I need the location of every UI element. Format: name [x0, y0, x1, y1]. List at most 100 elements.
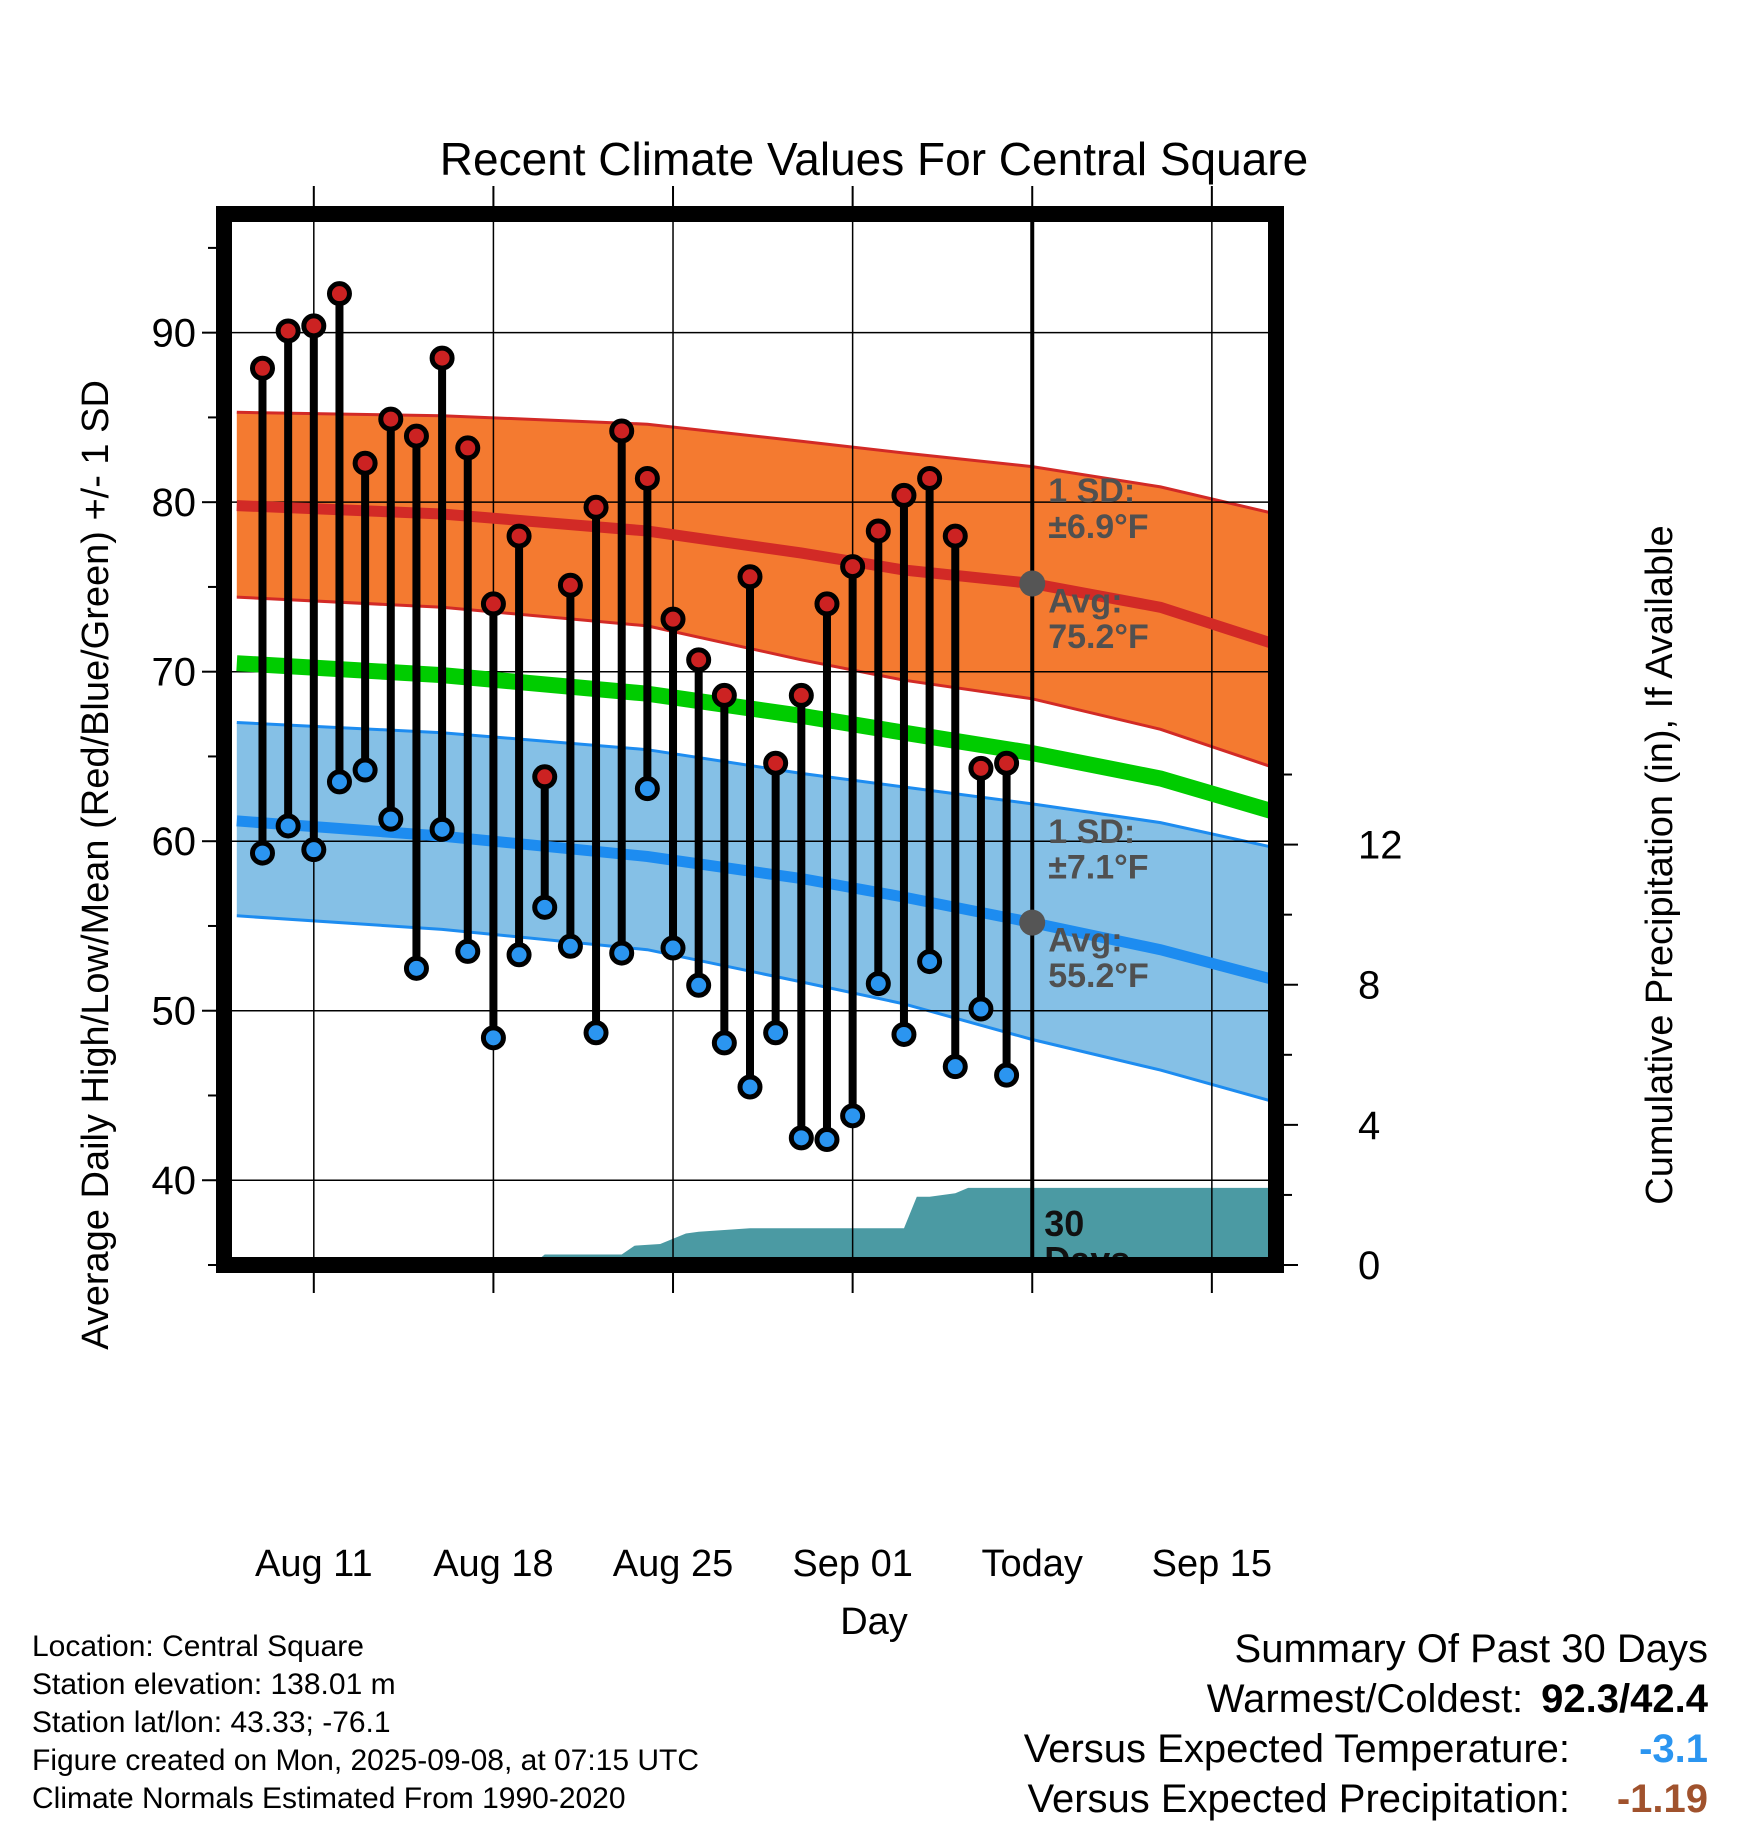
- daily-low-point: [609, 940, 635, 966]
- high-sd-value: ±6.9°F: [1048, 508, 1148, 546]
- low-avg-value: 55.2°F: [1048, 957, 1149, 995]
- y2-tick-label: 12: [1358, 824, 1403, 868]
- daily-high-point: [403, 423, 429, 449]
- daily-high-point: [763, 750, 789, 776]
- daily-low-point: [275, 813, 301, 839]
- x-tick-label: Aug 18: [433, 1543, 553, 1585]
- daily-high-point: [917, 465, 943, 491]
- y2-tick-label: 0: [1358, 1244, 1380, 1288]
- daily-low-point: [917, 949, 943, 975]
- daily-low-point: [737, 1074, 763, 1100]
- daily-high-point: [891, 482, 917, 508]
- latlon-text: Station lat/lon: 43.33; -76.1: [32, 1706, 391, 1739]
- chart-title: Recent Climate Values For Central Square: [440, 133, 1308, 185]
- low-avg-label: Avg:: [1048, 921, 1122, 959]
- daily-high-point: [865, 518, 891, 544]
- daily-high-point: [609, 418, 635, 444]
- precip-label: Versus Expected Precipitation:: [1027, 1777, 1570, 1821]
- location-text: Location: Central Square: [32, 1630, 364, 1663]
- precip-value: -1.19: [1616, 1777, 1708, 1821]
- daily-high-point: [429, 345, 455, 371]
- daily-low-point: [942, 1054, 968, 1080]
- y-axis-label: Average Daily High/Low/Mean (Red/Blue/Gr…: [75, 380, 117, 1350]
- daily-low-point: [788, 1125, 814, 1151]
- temp-label: Versus Expected Temperature:: [1023, 1727, 1570, 1771]
- y-tick-label: 80: [152, 481, 197, 525]
- y-tick-label: 90: [152, 312, 197, 356]
- daily-high-point: [480, 591, 506, 617]
- daily-low-point: [994, 1062, 1020, 1088]
- warm-cold-label: Warmest/Coldest:: [1206, 1677, 1524, 1721]
- y-tick-label: 60: [152, 820, 197, 864]
- x-tick-label: Aug 11: [255, 1543, 373, 1585]
- daily-low-point: [763, 1020, 789, 1046]
- daily-low-point: [455, 938, 481, 964]
- daily-low-point: [429, 816, 455, 842]
- y2-tick-label: 4: [1358, 1104, 1380, 1148]
- daily-low-point: [249, 840, 275, 866]
- y2-axis-label: Cumulative Precipitation (in), If Availa…: [1639, 525, 1681, 1204]
- high-avg-label: Avg:: [1048, 582, 1122, 620]
- daily-high-point: [352, 450, 378, 476]
- daily-high-point: [994, 750, 1020, 776]
- summary-temp-row: Versus Expected Temperature: -3.1: [1024, 1724, 1708, 1774]
- x-tick-label: Sep 15: [1152, 1543, 1272, 1585]
- daily-high-point: [788, 682, 814, 708]
- daily-low-point: [840, 1103, 866, 1129]
- daily-high-point: [506, 523, 532, 549]
- daily-high-point: [660, 606, 686, 632]
- low-sd-value: ±7.1°F: [1048, 849, 1148, 887]
- summary-warm-cold-row: Warmest/Coldest: 92.3/42.4: [1024, 1674, 1708, 1724]
- daily-low-point: [532, 894, 558, 920]
- daily-high-point: [326, 281, 352, 307]
- low-sd-label: 1 SD:: [1048, 813, 1135, 851]
- y-tick-label: 40: [152, 1159, 197, 1203]
- daily-high-point: [301, 313, 327, 339]
- daily-low-point: [968, 996, 994, 1022]
- period-label-number: 30: [1044, 1203, 1084, 1244]
- daily-high-point: [249, 355, 275, 381]
- y2-tick-label: 8: [1358, 964, 1380, 1008]
- daily-high-point: [532, 764, 558, 790]
- summary-heading: Summary Of Past 30 Days: [1234, 1627, 1708, 1671]
- warm-cold-value: 92.3/42.4: [1541, 1677, 1708, 1721]
- summary-panel: Summary Of Past 30 Days Warmest/Coldest:…: [1024, 1624, 1708, 1824]
- daily-low-point: [814, 1127, 840, 1153]
- daily-high-point: [378, 406, 404, 432]
- daily-low-point: [686, 972, 712, 998]
- today-low-normal-dot: [1019, 909, 1046, 936]
- x-tick-label: Aug 25: [613, 1543, 733, 1585]
- daily-low-point: [634, 776, 660, 802]
- daily-high-point: [275, 318, 301, 344]
- y-tick-label: 70: [152, 651, 197, 695]
- daily-low-point: [403, 955, 429, 981]
- daily-high-point: [634, 465, 660, 491]
- temp-value: -3.1: [1639, 1727, 1708, 1771]
- daily-low-point: [352, 757, 378, 783]
- plot-frame: [216, 206, 1284, 1273]
- daily-low-point: [301, 837, 327, 863]
- daily-low-point: [891, 1021, 917, 1047]
- high-sd-band: [236, 412, 1276, 769]
- y-tick-label: 50: [152, 990, 197, 1034]
- daily-low-point: [711, 1030, 737, 1056]
- summary-precip-row: Versus Expected Precipitation: -1.19: [1024, 1774, 1708, 1824]
- daily-low-point: [506, 942, 532, 968]
- daily-high-point: [968, 755, 994, 781]
- daily-high-point: [557, 572, 583, 598]
- created-text: Figure created on Mon, 2025-09-08, at 07…: [32, 1744, 700, 1777]
- normals-text: Climate Normals Estimated From 1990-2020: [32, 1782, 626, 1815]
- daily-high-point: [583, 494, 609, 520]
- daily-low-point: [378, 806, 404, 832]
- daily-low-point: [865, 971, 891, 997]
- daily-low-point: [557, 933, 583, 959]
- daily-high-point: [814, 591, 840, 617]
- x-tick-label: Sep 01: [792, 1543, 912, 1585]
- x-tick-label: Today: [982, 1543, 1083, 1585]
- precip-area: [531, 1187, 1276, 1265]
- daily-high-point: [840, 554, 866, 580]
- high-sd-label: 1 SD:: [1048, 472, 1135, 510]
- daily-high-point: [942, 523, 968, 549]
